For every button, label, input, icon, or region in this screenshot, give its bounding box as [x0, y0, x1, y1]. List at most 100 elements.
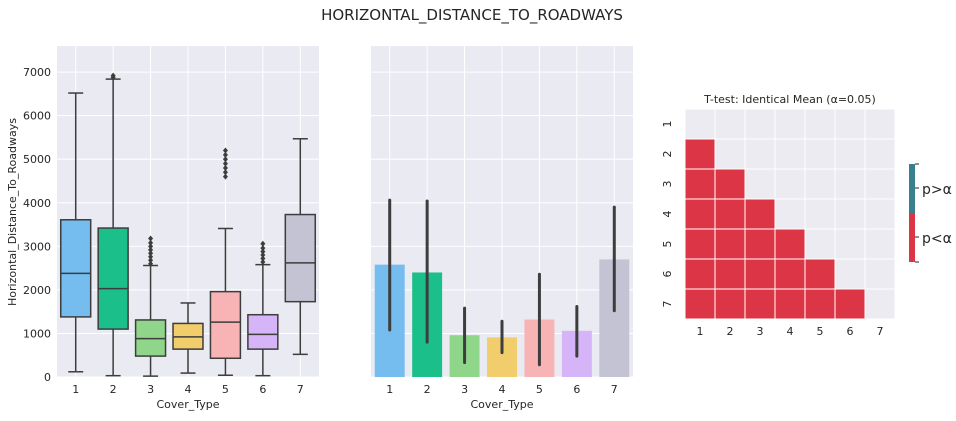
heatmap-cell [744, 288, 776, 320]
heatmap-cell [864, 108, 896, 140]
boxplot-y-tick-label: 0 [44, 371, 51, 384]
box-6 [247, 240, 279, 377]
heatmap-cell [864, 258, 896, 290]
heatmap-cell [744, 258, 776, 290]
heatmap-cell [684, 198, 716, 230]
box-2 [97, 72, 129, 377]
heatmap-col-label: 3 [757, 325, 764, 338]
heatmap-cell [774, 198, 806, 230]
heatmap-cell [864, 198, 896, 230]
box-flier [260, 245, 266, 252]
heatmap-cell [804, 138, 836, 170]
box-flier [148, 235, 154, 242]
boxplot-x-tick-label: 1 [72, 383, 79, 396]
heatmap-title: T-test: Identical Mean (α=0.05) [703, 93, 876, 106]
heatmap-cell [714, 198, 746, 230]
boxplot-y-tick-label: 7000 [23, 66, 51, 79]
heatmap-colorbar: p>α p<α [909, 163, 952, 263]
heatmap-col-label: 2 [727, 325, 734, 338]
box-flier [110, 72, 116, 79]
barplot-x-tick-label: 7 [611, 383, 618, 396]
box-1 [59, 92, 92, 373]
heatmap-cell [804, 108, 836, 140]
heatmap-col-label: 6 [847, 325, 854, 338]
heatmap-cell [684, 108, 716, 140]
box-flier [222, 169, 228, 176]
figure-title: HORIZONTAL_DISTANCE_TO_ROADWAYS [321, 6, 623, 25]
heatmap-cell [684, 288, 716, 320]
box-flier [148, 260, 154, 267]
boxplot-x-tick-label: 2 [110, 383, 117, 396]
heatmap-row-label: 1 [661, 121, 674, 128]
heatmap-cell [714, 108, 746, 140]
heatmap-row-label: 2 [661, 151, 674, 158]
heatmap-cell [864, 228, 896, 260]
box-flier [260, 248, 266, 255]
barplot-x-tick-label: 5 [536, 383, 543, 396]
heatmap-cell [834, 288, 866, 320]
heatmap-cell [684, 168, 716, 200]
heatmap-col-label: 5 [817, 325, 824, 338]
colorbar-label-p-greater: p>α [922, 182, 952, 198]
heatmap-col-label: 7 [877, 325, 884, 338]
boxplot-y-tick-label: 1000 [23, 327, 51, 340]
boxplot-x-axis-label: Cover_Type [157, 398, 220, 411]
heatmap-row-label: 7 [661, 301, 674, 308]
boxplot-x-tick-label: 5 [222, 383, 229, 396]
heatmap-row-label: 6 [661, 271, 674, 278]
heatmap-cell [834, 168, 866, 200]
box-3 [134, 235, 167, 377]
heatmap-cell [834, 138, 866, 170]
barplot-x-axis-label: Cover_Type [471, 398, 534, 411]
heatmap-cell [744, 108, 776, 140]
boxplot-y-tick-label: 5000 [23, 153, 51, 166]
heatmap-cell [714, 288, 746, 320]
box-flier [222, 156, 228, 163]
box-iqr [284, 213, 317, 303]
box-flier [222, 147, 228, 154]
box-flier [222, 160, 228, 167]
heatmap-cell [834, 198, 866, 230]
heatmap-cell [774, 258, 806, 290]
heatmap-cell [804, 228, 836, 260]
heatmap-cell [744, 228, 776, 260]
box-iqr [209, 290, 242, 360]
box-iqr [97, 227, 129, 330]
heatmap-cell [774, 288, 806, 320]
boxplot-x-tick-label: 7 [297, 383, 304, 396]
box-flier [148, 239, 154, 246]
heatmap-cell [774, 138, 806, 170]
heatmap-cell [864, 288, 896, 320]
box-flier [222, 151, 228, 158]
box-iqr [59, 219, 92, 318]
colorbar-top-segment [909, 164, 915, 213]
box-flier [148, 257, 154, 264]
boxplot-y-tick-label: 2000 [23, 284, 51, 297]
box-flier [222, 173, 228, 180]
boxplot-y-tick-label: 6000 [23, 110, 51, 123]
heatmap-cell [834, 228, 866, 260]
box-flier [260, 259, 266, 266]
boxplot-panel: 0 1000 2000 3000 4000 5000 6000 7000 1 2 3 4 5 6 7 Co… [6, 46, 319, 411]
heatmap-cell [684, 228, 716, 260]
heatmap-cell [684, 258, 716, 290]
heatmap-cell [804, 198, 836, 230]
box-flier [260, 240, 266, 247]
box-flier [222, 164, 228, 171]
box-7 [284, 138, 317, 356]
heatmap-cell [774, 108, 806, 140]
colorbar-label-p-less: p<α [922, 231, 952, 247]
box-flier [148, 243, 154, 250]
boxplot-y-axis-label: Horizontal_Distance_To_Roadways [6, 118, 19, 306]
box-flier [148, 246, 154, 253]
heatmap-cell [774, 228, 806, 260]
barplot-x-tick-label: 6 [573, 383, 580, 396]
heatmap-cell [804, 168, 836, 200]
heatmap-cell [714, 168, 746, 200]
heatmap-cell [774, 168, 806, 200]
heatmap-cell [804, 258, 836, 290]
heatmap-cell [714, 228, 746, 260]
box-5 [209, 147, 242, 377]
box-flier [260, 252, 266, 259]
heatmap-row-label: 4 [661, 211, 674, 218]
